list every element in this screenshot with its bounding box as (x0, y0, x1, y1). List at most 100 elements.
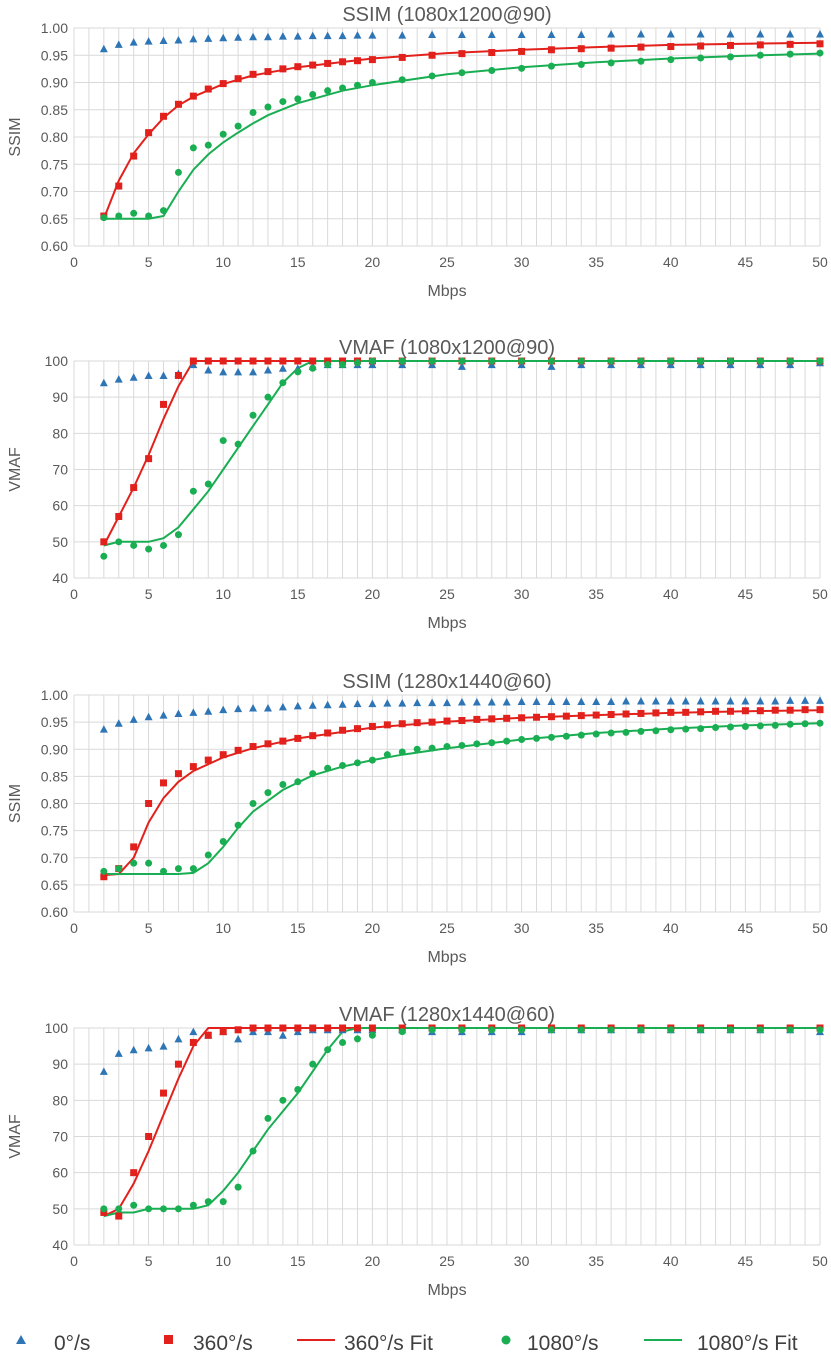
data-point-square (398, 1024, 406, 1032)
data-point-square (145, 800, 153, 807)
data-point-triangle (636, 696, 645, 705)
data-point-circle (115, 212, 123, 220)
y-tick-label: 0.65 (41, 877, 68, 893)
data-point-square (324, 357, 332, 365)
data-point-square (294, 734, 302, 742)
legend-marker-triangle (16, 1335, 26, 1344)
data-point-circle (264, 103, 272, 111)
y-tick-label: 100 (45, 1020, 69, 1036)
gridlines (73, 360, 821, 579)
data-point-circle (145, 859, 153, 867)
data-point-circle (667, 726, 675, 734)
data-point-circle (279, 1096, 287, 1104)
data-point-circle (309, 90, 317, 98)
data-point-triangle (801, 696, 810, 704)
data-point-square (309, 61, 317, 69)
data-point-square (219, 80, 227, 88)
y-tick-label: 0.80 (41, 129, 68, 145)
data-point-circle (189, 865, 197, 873)
data-point-circle (189, 1201, 197, 1209)
y-tick-label: 0.85 (41, 102, 68, 118)
x-tick-label: 20 (365, 254, 381, 270)
y-tick-label: 0.70 (41, 850, 68, 866)
data-point-circle (637, 57, 645, 65)
y-tick-label: 0.80 (41, 796, 68, 812)
data-point-triangle (532, 697, 541, 706)
data-point-triangle (278, 32, 287, 40)
data-point-circle (607, 357, 615, 365)
x-tick-label: 30 (514, 254, 530, 270)
data-point-square (189, 357, 197, 365)
legend-item-0: 0°/s (16, 1332, 90, 1355)
data-point-circle (189, 144, 197, 152)
data-point-triangle (174, 709, 183, 717)
x-tick-label: 50 (812, 920, 828, 936)
data-point-circle (339, 361, 347, 369)
data-point-triangle (368, 31, 377, 39)
y-tick-label: 50 (52, 534, 68, 550)
fit-line-fit1080 (103, 722, 821, 875)
data-point-circle (294, 95, 302, 103)
data-point-circle (786, 357, 794, 365)
data-point-square (533, 713, 541, 721)
data-point-square (264, 1024, 272, 1032)
data-point-square (547, 713, 555, 721)
data-point-square (741, 707, 749, 715)
y-tick-label: 0.75 (41, 823, 68, 839)
data-point-triangle (278, 364, 287, 372)
data-point-circle (174, 168, 182, 176)
data-point-square (577, 712, 585, 720)
data-point-triangle (726, 696, 735, 705)
series-s1080 (100, 49, 824, 222)
chart-title: SSIM (1080x1200@90) (342, 4, 551, 26)
y-tick-label: 0.90 (41, 741, 68, 757)
data-point-circle (398, 748, 406, 756)
data-point-square (786, 706, 794, 714)
data-point-square (488, 715, 496, 723)
data-point-circle (353, 359, 361, 367)
x-tick-label: 5 (145, 254, 153, 270)
data-point-square (652, 709, 660, 717)
data-point-triangle (114, 375, 123, 383)
data-point-circle (398, 76, 406, 84)
data-point-circle (488, 357, 496, 365)
chart-4: 40 50 60 70 80 90 100 0 5 10 15 20 25 30 35 40 45 50 VMAF … (7, 1004, 828, 1299)
data-point-circle (100, 867, 108, 875)
data-point-triangle (144, 712, 153, 721)
data-point-circle (294, 778, 302, 786)
data-point-circle (413, 745, 421, 753)
data-point-square (324, 59, 332, 67)
data-point-square (294, 357, 302, 365)
y-tick-label: 40 (52, 1237, 68, 1253)
data-point-triangle (129, 373, 138, 381)
data-point-triangle (457, 698, 466, 706)
data-point-triangle (99, 378, 108, 387)
data-point-triangle (443, 698, 451, 707)
data-point-circle (562, 732, 570, 740)
series-s360 (100, 706, 824, 881)
data-point-square (667, 43, 675, 51)
data-point-square (309, 1024, 317, 1032)
data-point-circle (353, 1035, 361, 1043)
y-tick-label: 0.60 (41, 238, 68, 254)
data-point-triangle (756, 29, 765, 38)
y-axis-label: VMAF (7, 1114, 24, 1159)
data-point-circle (458, 69, 466, 77)
data-point-circle (756, 357, 764, 365)
data-point-circle (279, 781, 287, 789)
data-point-circle (115, 865, 123, 873)
x-tick-label: 20 (365, 1253, 381, 1269)
data-point-triangle (428, 698, 437, 707)
data-point-circle (204, 1198, 212, 1206)
data-point-square (607, 44, 615, 52)
data-point-square (279, 65, 287, 73)
data-point-square (428, 718, 436, 726)
data-point-circle (503, 737, 511, 745)
data-point-circle (458, 741, 466, 749)
data-point-square (249, 743, 257, 751)
data-point-square (458, 50, 466, 58)
data-point-circle (816, 719, 824, 727)
x-tick-label: 50 (812, 254, 828, 270)
y-tick-label: 1.00 (41, 687, 68, 703)
data-point-circle (160, 867, 168, 875)
